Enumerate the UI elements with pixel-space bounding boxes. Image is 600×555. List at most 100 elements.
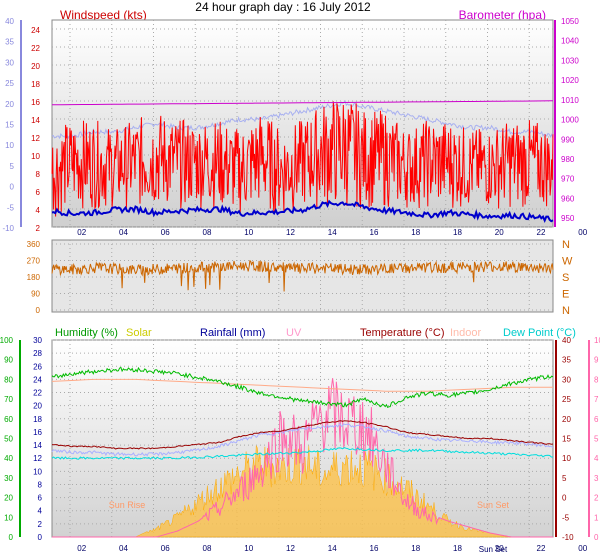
rainfall-tick-label: 0 [38,533,43,542]
outer-tick-label: 40 [5,17,14,26]
bottom-x-tick-label: 16 [370,544,379,553]
x-tick-label: 18 [411,228,420,237]
x-tick-label: 10 [244,228,253,237]
direction-tick-label: 360 [27,240,41,249]
direction-tick-label: 90 [31,290,40,299]
humidity-tick-label: 80 [4,375,13,384]
uv-tick-label: 7 [594,395,599,404]
temperature-tick-label: 20 [562,415,571,424]
outer-tick-label: 10 [5,141,14,150]
rainfall-tick-label: 2 [38,520,43,529]
compass-label: N [562,305,570,317]
temperature-tick-label: 15 [562,435,571,444]
bottom-x-tick-label: 08 [203,544,212,553]
wind-average-line [51,199,554,224]
outer-tick-label: 30 [5,58,14,67]
x-tick-label: 06 [161,228,170,237]
direction-tick-label: 0 [36,306,41,315]
barometer-tick-label: 990 [561,135,575,144]
bottom-x-tick-label: 14 [328,544,337,553]
outer-series-line [51,99,554,140]
rainfall-tick-label: 16 [33,428,42,437]
barometer-tick-label: 950 [561,214,575,223]
barometer-tick-label: 1050 [561,17,579,26]
humidity-tick-label: 70 [4,395,13,404]
bottom-x-tick-label: 20 [495,544,504,553]
wind-tick-label: 2 [36,224,41,233]
wind-tick-label: 8 [36,170,41,179]
outer-tick-label: 0 [10,183,15,192]
windspeed-line [51,101,554,217]
bottom-x-tick-label: 18 [453,544,462,553]
x-tick-label: 14 [328,228,337,237]
x-tick-label: 02 [77,228,86,237]
wind-tick-label: 16 [31,98,40,107]
rainfall-tick-label: 24 [33,375,42,384]
x-tick-label: 22 [537,228,546,237]
humidity-tick-label: 0 [9,533,14,542]
wind-tick-label: 6 [36,188,41,197]
barometer-line [51,100,554,106]
outer-tick-label: 5 [10,162,15,171]
x-tick-label: 08 [203,228,212,237]
bottom-x-tick-label: 04 [119,544,128,553]
wind-tick-label: 10 [31,152,40,161]
bottom-x-tick-label: 06 [161,544,170,553]
sunrise-annotation: Sun Rise [109,500,146,510]
humidity-tick-label: 10 [4,513,13,522]
direction-tick-label: 270 [27,257,41,266]
barometer-tick-label: 1020 [561,76,579,85]
uv-tick-label: 4 [594,454,599,463]
x-tick-label: 00 [578,228,587,237]
humidity-tick-label: 40 [4,454,13,463]
uv-tick-label: 6 [594,415,599,424]
uv-line [52,378,553,538]
compass-label: N [562,239,570,251]
temperature-tick-label: 0 [562,494,567,503]
outer-tick-label: -5 [7,203,15,212]
temperature-tick-label: 25 [562,395,571,404]
uv-tick-label: 2 [594,494,599,503]
rainfall-tick-label: 8 [38,480,43,489]
uv-tick-label: 3 [594,474,599,483]
windspeed-axis-label: Windspeed (kts) [60,8,147,22]
barometer-tick-label: 1030 [561,56,579,65]
rainfall-tick-label: 14 [33,441,42,450]
panel-1-plot-area [51,239,554,313]
temperature-tick-label: 30 [562,375,571,384]
wind-tick-label: 12 [31,134,40,143]
bottom-x-tick-label: 22 [537,544,546,553]
humidity-tick-label: 50 [4,435,13,444]
humidity-tick-label: 100 [0,336,14,345]
wind-tick-label: 14 [31,116,40,125]
x-tick-label: 04 [119,228,128,237]
direction-tick-label: 180 [27,273,41,282]
apparent-temperature-line [51,423,554,457]
humidity-line [51,366,554,409]
humidity-tick-label: 20 [4,494,13,503]
rainfall-tick-label: 4 [38,507,43,516]
legend-label: Temperature (°C) [360,327,444,339]
temperature-tick-label: 10 [562,454,571,463]
humidity-tick-label: 60 [4,415,13,424]
legend-label: UV [286,327,302,339]
uv-tick-label: 0 [594,533,599,542]
rainfall-tick-label: 18 [33,415,42,424]
uv-tick-label: 1 [594,513,599,522]
uv-tick-label: 5 [594,435,599,444]
temperature-tick-label: 5 [562,474,567,483]
barometer-tick-label: 1000 [561,116,579,125]
bottom-x-tick-label: 00 [578,544,587,553]
x-tick-label: 12 [286,228,295,237]
rainfall-tick-label: 20 [33,402,42,411]
barometer-tick-label: 960 [561,194,575,203]
humidity-tick-label: 90 [4,356,13,365]
humidity-tick-label: 30 [4,474,13,483]
chart-marks: 242220181614121086424035302520151050-5-1… [0,17,600,554]
wind-tick-label: 24 [31,26,40,35]
sunset-annotation: Sun Set [477,500,510,510]
outer-tick-label: 35 [5,38,14,47]
chart-title: 24 hour graph day : 16 July 2012 [195,0,371,14]
barometer-tick-label: 1040 [561,37,579,46]
